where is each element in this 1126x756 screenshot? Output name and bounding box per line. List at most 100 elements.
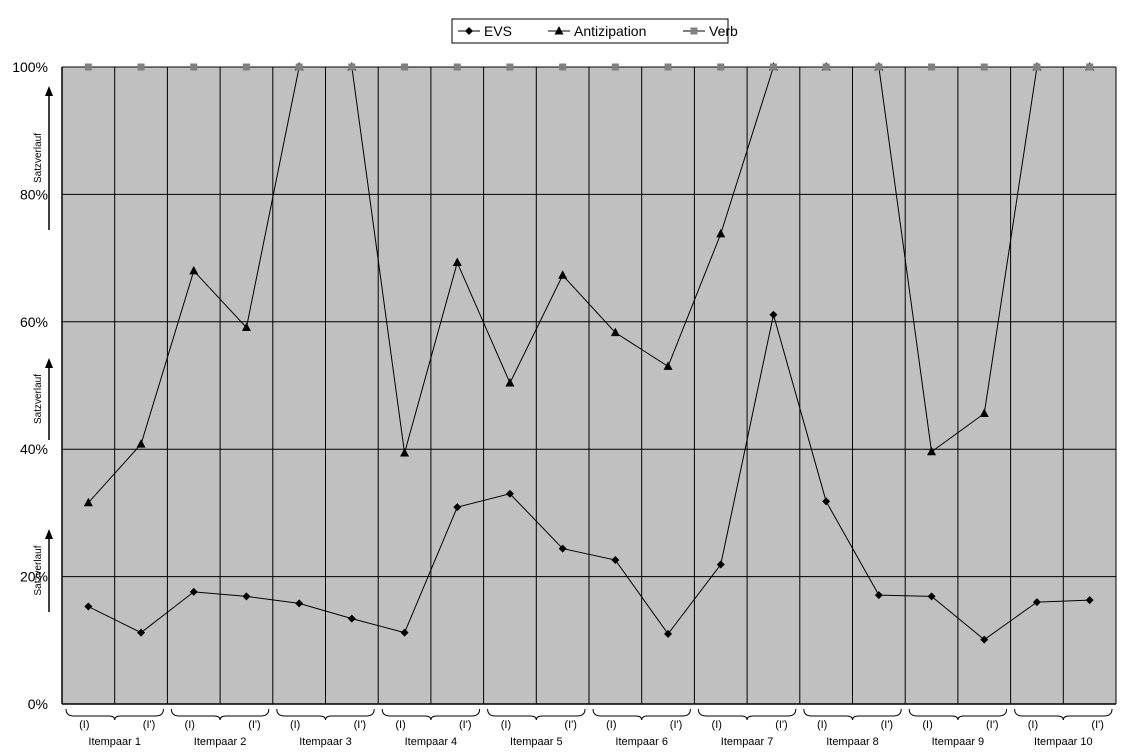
marker-evs [137, 628, 146, 637]
group-brace [65, 708, 164, 721]
y-tick-label: 100% [12, 59, 48, 75]
category-label: (I) [817, 719, 827, 731]
marker-verb [84, 63, 92, 71]
marker-evs [769, 310, 778, 319]
marker-verb [559, 63, 567, 71]
legend-marker-antizipation [554, 26, 564, 35]
legend-marker-evs [465, 27, 473, 35]
category-label: (I') [459, 719, 471, 731]
marker-antizipation [452, 257, 462, 267]
marker-evs [400, 628, 409, 637]
group-label: Itempaar 2 [194, 736, 247, 748]
category-label: (I') [354, 719, 366, 731]
satzverlauf-label: Satzverlauf [33, 545, 44, 595]
category-label: (I) [922, 719, 932, 731]
marker-verb [822, 63, 830, 71]
marker-evs [189, 587, 198, 596]
marker-antizipation [927, 446, 937, 456]
marker-verb [875, 63, 883, 71]
group-label: Itempaar 9 [932, 736, 985, 748]
legend-label-verb: Verb [709, 23, 738, 39]
satzverlauf-label: Satzverlauf [33, 374, 44, 424]
group-brace [803, 708, 902, 721]
marker-antizipation [136, 439, 146, 448]
marker-antizipation [189, 265, 199, 275]
marker-verb [928, 63, 936, 71]
marker-verb [453, 63, 461, 71]
category-label: (I') [1091, 719, 1103, 731]
marker-verb [137, 63, 145, 71]
marker-evs [980, 635, 989, 644]
marker-antizipation [979, 408, 989, 418]
category-label: (I') [248, 719, 260, 731]
marker-evs [505, 489, 514, 498]
group-label: Itempaar 6 [615, 736, 668, 748]
marker-antizipation [83, 497, 93, 507]
satzverlauf-label: Satzverlauf [33, 133, 44, 183]
legend-box [451, 18, 729, 44]
category-label: (I) [290, 719, 300, 731]
satzverlauf-arrow-head [45, 358, 53, 368]
marker-evs [1032, 598, 1041, 607]
group-label: Itempaar 5 [510, 736, 563, 748]
category-label: (I) [606, 719, 616, 731]
group-brace [697, 708, 797, 721]
group-label: Itempaar 10 [1034, 736, 1093, 748]
marker-evs [1085, 596, 1094, 605]
group-brace [170, 708, 270, 721]
group-brace [276, 708, 375, 721]
marker-evs [664, 629, 673, 638]
marker-verb [664, 63, 672, 71]
category-label: (I) [79, 719, 89, 731]
marker-evs [927, 592, 936, 601]
category-label: (I') [775, 719, 787, 731]
y-tick-label: 0% [28, 696, 48, 712]
group-brace [908, 708, 1008, 721]
marker-verb [717, 63, 725, 71]
marker-evs [347, 614, 356, 623]
marker-evs [874, 591, 883, 600]
marker-antizipation [241, 322, 251, 332]
series-line-antizipation [87, 66, 1090, 504]
category-label: (I) [712, 719, 722, 731]
marker-evs [453, 503, 462, 512]
satzverlauf-arrow-head [45, 86, 53, 96]
category-label: (I) [185, 719, 195, 731]
legend-label-antizipation: Antizipation [574, 23, 646, 39]
group-brace [592, 708, 691, 721]
group-brace [1014, 708, 1113, 721]
marker-verb [401, 63, 409, 71]
marker-antizipation [400, 448, 410, 457]
series-line-evs [88, 314, 1090, 641]
y-tick-label: 80% [20, 186, 48, 202]
group-label: Itempaar 8 [826, 736, 879, 748]
marker-verb [1033, 63, 1041, 71]
legend-label-evs: EVS [484, 23, 512, 39]
marker-antizipation [610, 327, 620, 337]
category-label: (I') [670, 719, 682, 731]
satzverlauf-arrow-head [45, 529, 53, 539]
category-label: (I') [881, 719, 893, 731]
group-label: Itempaar 4 [405, 736, 458, 748]
group-label: Itempaar 7 [721, 736, 774, 748]
y-tick-label: 40% [20, 441, 48, 457]
marker-evs [295, 599, 304, 608]
marker-verb [348, 63, 356, 71]
category-label: (I') [986, 719, 998, 731]
marker-evs [242, 592, 251, 601]
category-label: (I) [501, 719, 511, 731]
group-brace [381, 708, 481, 721]
marker-verb [242, 63, 250, 71]
marker-antizipation [716, 228, 726, 238]
group-label: Itempaar 1 [88, 736, 141, 748]
marker-evs [822, 497, 831, 506]
category-label: (I') [143, 719, 155, 731]
marker-evs [611, 556, 620, 565]
category-label: (I') [564, 719, 576, 731]
marker-verb [611, 63, 619, 71]
y-tick-label: 60% [20, 314, 48, 330]
marker-verb [190, 63, 198, 71]
legend-marker-verb [690, 27, 698, 35]
